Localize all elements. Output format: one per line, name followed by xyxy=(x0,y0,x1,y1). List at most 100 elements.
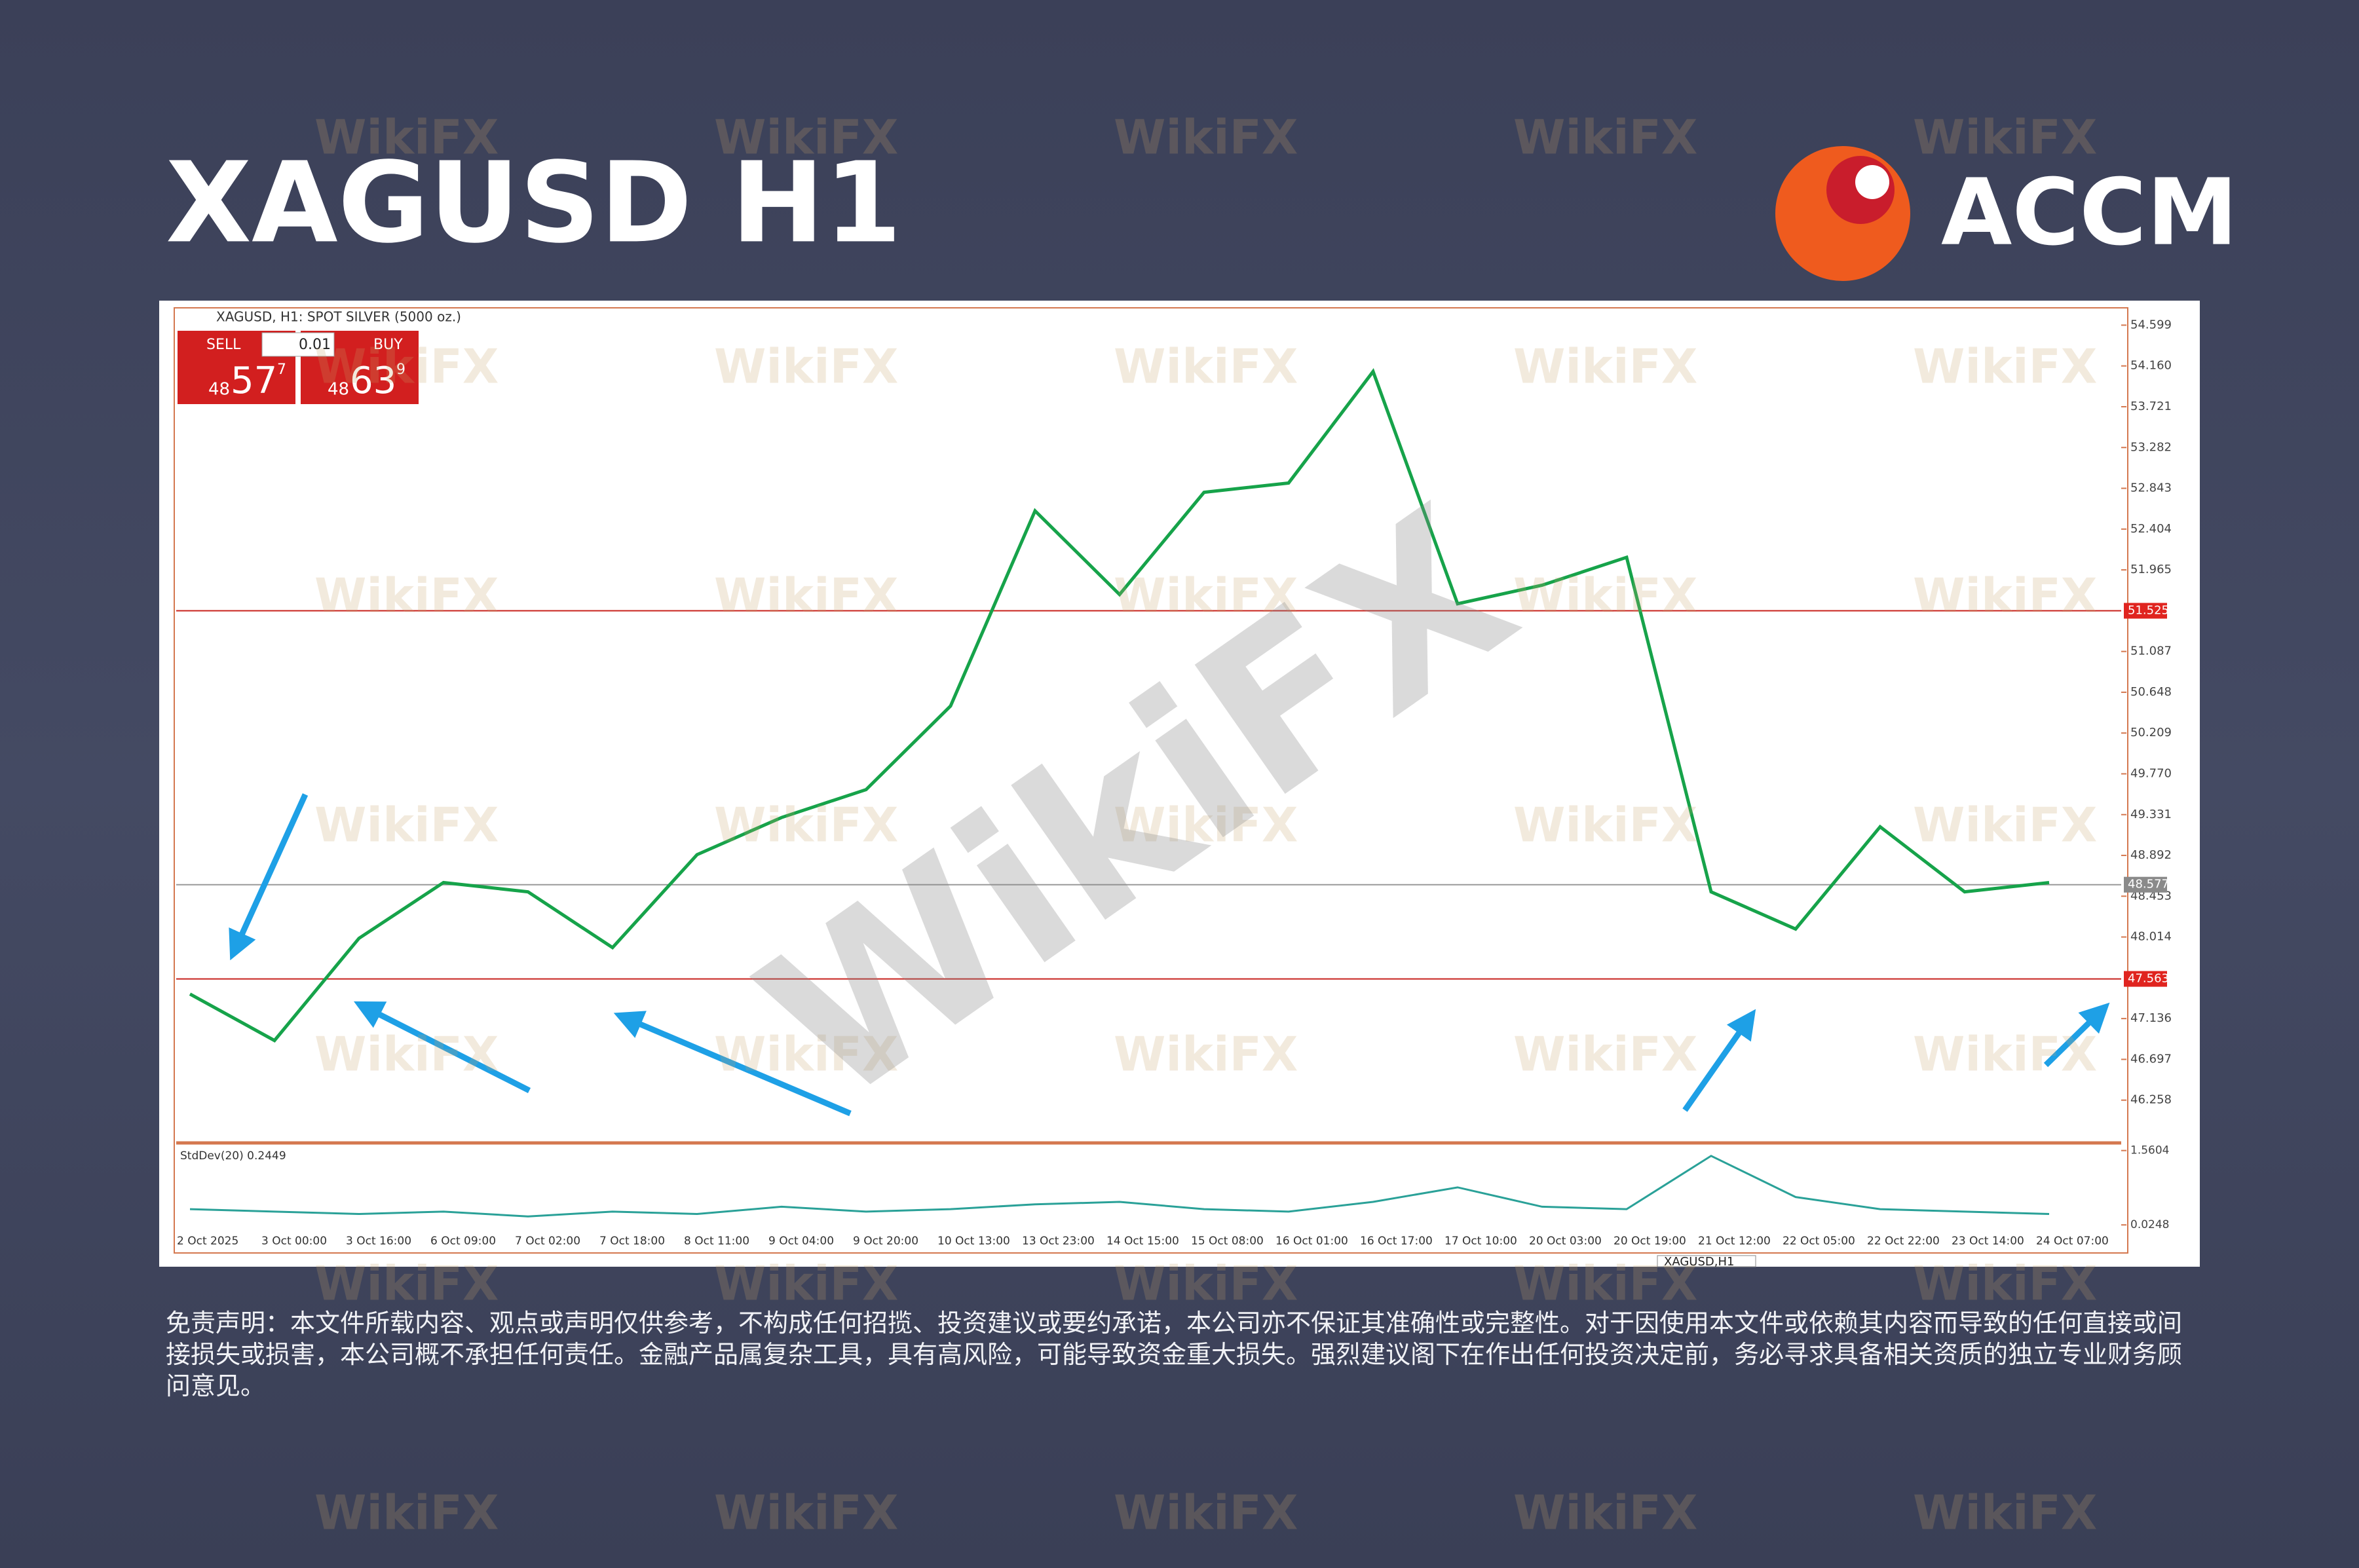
watermark: WikiFX xyxy=(314,1256,499,1311)
x-tick-label: 3 Oct 16:00 xyxy=(346,1235,411,1248)
watermark: WikiFX xyxy=(714,339,898,394)
watermark: WikiFX xyxy=(1114,569,1298,624)
y-tick-label: 46.697 xyxy=(2130,1052,2172,1066)
x-tick-label: 7 Oct 18:00 xyxy=(599,1235,665,1248)
y-tick-label: 54.160 xyxy=(2130,359,2172,373)
level-label: 47.563 xyxy=(2128,972,2169,986)
x-tick-label: 17 Oct 10:00 xyxy=(1444,1235,1517,1248)
active-tab-label: XAGUSD,H1 xyxy=(1664,1255,1734,1269)
x-tick-label: 20 Oct 19:00 xyxy=(1614,1235,1686,1248)
y-tick-label: 47.136 xyxy=(2130,1011,2172,1025)
x-tick-label: 2 Oct 2025 xyxy=(177,1235,238,1248)
y-tick-label: 48.014 xyxy=(2130,930,2172,944)
watermark: WikiFX xyxy=(1513,1256,1697,1311)
arrow xyxy=(1682,1009,1756,1112)
watermark: WikiFX xyxy=(314,569,499,624)
y-tick-label: 46.258 xyxy=(2130,1093,2172,1107)
watermark: WikiFX xyxy=(314,798,499,853)
x-tick-label: 7 Oct 02:00 xyxy=(515,1235,580,1248)
symbol: XAGUSD, H1: SPOT SILVER (5000 oz.) xyxy=(216,309,461,325)
watermark: WikiFX xyxy=(314,110,499,165)
brand: ACCM xyxy=(1941,160,2238,267)
x-tick-label: 6 Oct 09:00 xyxy=(430,1235,496,1248)
x-tick-label: 20 Oct 03:00 xyxy=(1529,1235,1602,1248)
watermark: WikiFX xyxy=(1513,798,1697,853)
x-tick-label: 10 Oct 13:00 xyxy=(937,1235,1010,1248)
watermark: WikiFX xyxy=(1513,569,1697,624)
arrows xyxy=(229,793,2110,1117)
y-tick-label: 50.209 xyxy=(2130,726,2172,739)
watermark: WikiFX xyxy=(1114,110,1298,165)
current-tag xyxy=(2124,876,2167,893)
level-label: 51.525 xyxy=(2128,604,2169,618)
watermark: WikiFX xyxy=(1114,1485,1298,1540)
level-tag xyxy=(2124,971,2167,987)
lot-box[interactable] xyxy=(261,332,335,357)
indicator-tick-label: 1.5604 xyxy=(2130,1144,2169,1157)
x-tick-label: 21 Oct 12:00 xyxy=(1698,1235,1771,1248)
indicator-line xyxy=(189,1155,2050,1218)
arrow xyxy=(2043,1002,2110,1068)
y-tick-label: 48.892 xyxy=(2130,848,2172,862)
buy-frac: 9 xyxy=(396,362,406,378)
watermark: WikiFX xyxy=(1913,110,2097,165)
x-tick-label: 24 Oct 07:00 xyxy=(2036,1235,2109,1248)
sell-label: SELL xyxy=(206,337,241,353)
y-tick-label: 52.843 xyxy=(2130,481,2172,495)
arrow xyxy=(613,1011,852,1117)
buy-pips: 63 xyxy=(350,360,396,402)
chart-frame xyxy=(159,301,2200,1267)
title: XAGUSD H1 xyxy=(166,138,902,268)
watermark: WikiFX xyxy=(714,798,898,853)
lot: 0.01 xyxy=(299,337,331,353)
watermark: WikiFX xyxy=(714,1027,898,1082)
watermark: WikiFX xyxy=(1913,1485,2097,1540)
watermark: WikiFX xyxy=(1513,1027,1697,1082)
y-tick-label: 52.404 xyxy=(2130,522,2172,536)
buy-label: BUY xyxy=(373,337,403,353)
watermark: WikiFX xyxy=(1913,1256,2097,1311)
watermark: WikiFX xyxy=(1114,339,1298,394)
price-line xyxy=(189,368,2050,1043)
watermark: WikiFX xyxy=(714,1256,898,1311)
watermark: WikiFX xyxy=(1913,339,2097,394)
sell-big: 48 xyxy=(208,380,230,400)
watermark: WikiFX xyxy=(314,1027,499,1082)
y-tick-label: 53.721 xyxy=(2130,400,2172,413)
indicator-label: StdDev(20) 0.2449 xyxy=(180,1149,286,1163)
x-tick-label: 14 Oct 15:00 xyxy=(1106,1235,1179,1248)
watermark: WikiFX xyxy=(314,339,499,394)
x-tick-label: 3 Oct 00:00 xyxy=(261,1235,327,1248)
y-tick-label: 49.331 xyxy=(2130,808,2172,821)
disclaimer: 免责声明：本文件所载内容、观点或声明仅供参考，不构成任何招揽、投资建议或要约承诺… xyxy=(166,1309,2183,1400)
watermark: WikiFX xyxy=(1513,110,1697,165)
y-tick-label: 50.648 xyxy=(2130,685,2172,699)
y-tick-label: 49.770 xyxy=(2130,766,2172,780)
sell-pips: 57 xyxy=(231,360,277,402)
watermark: WikiFX xyxy=(1114,1256,1298,1311)
watermark: WikiFX xyxy=(1513,339,1697,394)
active-tab[interactable] xyxy=(1657,1255,1756,1267)
watermark: WikiFX xyxy=(1913,798,2097,853)
watermark: WikiFX xyxy=(714,1485,898,1540)
watermark: WikiFX xyxy=(714,569,898,624)
x-tick-label: 22 Oct 22:00 xyxy=(1867,1235,1940,1248)
x-tick-label: 13 Oct 23:00 xyxy=(1022,1235,1095,1248)
watermark: WikiFX xyxy=(714,110,898,165)
y-tick-label: 51.087 xyxy=(2130,644,2172,658)
x-tick-label: 16 Oct 17:00 xyxy=(1360,1235,1433,1248)
watermark: WikiFX xyxy=(1513,1485,1697,1540)
logo-dot xyxy=(1855,165,1889,199)
x-tick-label: 22 Oct 05:00 xyxy=(1783,1235,1855,1248)
x-tick-label: 23 Oct 14:00 xyxy=(1952,1235,2024,1248)
watermark: WikiFX xyxy=(1114,798,1298,853)
plot-border xyxy=(174,307,2128,1254)
watermark: WikiFX xyxy=(1913,569,2097,624)
x-tick-label: 16 Oct 01:00 xyxy=(1275,1235,1348,1248)
y-tick-label: 53.282 xyxy=(2130,440,2172,454)
level-tag xyxy=(2124,603,2167,619)
y-tick-label: 51.965 xyxy=(2130,563,2172,576)
x-tick-label: 9 Oct 20:00 xyxy=(853,1235,918,1248)
x-tick-label: 8 Oct 11:00 xyxy=(684,1235,749,1248)
